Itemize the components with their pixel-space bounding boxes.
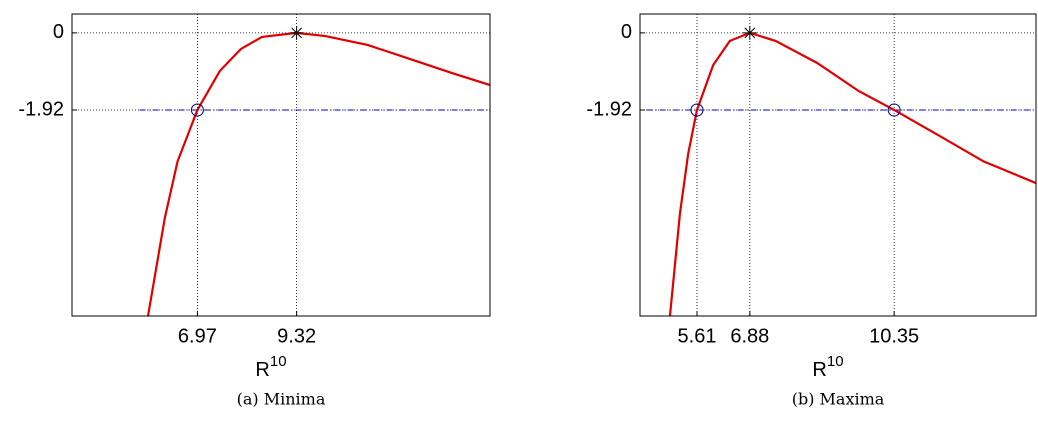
x-axis-label-base: R bbox=[812, 359, 826, 381]
axes-frame bbox=[639, 13, 1037, 317]
x-axis-label: R10 bbox=[255, 353, 286, 381]
x-axis-label-sup: 10 bbox=[270, 353, 287, 370]
marker-star bbox=[742, 25, 757, 40]
x-axis-label-base: R bbox=[255, 359, 269, 381]
marker-circle bbox=[690, 103, 704, 117]
x-tick-label: 5.61 bbox=[678, 325, 717, 347]
y-tick-label: -1.92 bbox=[18, 98, 64, 120]
marker-circle bbox=[190, 103, 204, 117]
marker-star bbox=[289, 25, 304, 40]
marker-circle bbox=[887, 103, 901, 117]
curve bbox=[668, 31, 1036, 316]
caption: (b) Maxima bbox=[792, 390, 885, 409]
x-axis-label: R10 bbox=[812, 353, 843, 381]
axes-frame bbox=[71, 13, 491, 317]
y-tick-label: -1.92 bbox=[586, 98, 632, 120]
y-tick-label: 0 bbox=[621, 21, 632, 43]
x-tick-label: 6.97 bbox=[178, 325, 217, 347]
y-tick-label: 0 bbox=[53, 21, 64, 43]
x-axis-label-sup: 10 bbox=[827, 353, 844, 370]
caption: (a) Minima bbox=[237, 390, 326, 409]
x-tick-label: 10.35 bbox=[869, 325, 919, 347]
x-tick-label: 9.32 bbox=[277, 325, 316, 347]
x-tick-label: 6.88 bbox=[730, 325, 769, 347]
curve bbox=[146, 31, 490, 316]
